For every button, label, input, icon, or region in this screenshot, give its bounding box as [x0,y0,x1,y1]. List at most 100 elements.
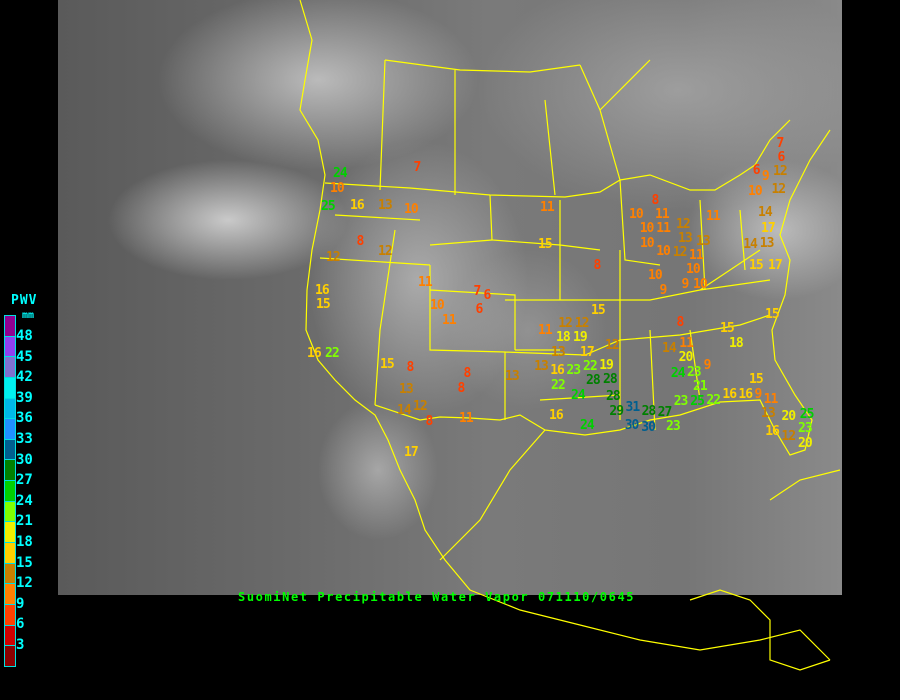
station-pwv-value: 15 [316,297,331,313]
station-pwv-value: 14 [662,341,677,356]
station-pwv-value: 11 [655,207,670,223]
station-pwv-value: 13 [759,235,775,251]
station-pwv-value: 8 [463,366,472,382]
station-pwv-value: 10 [404,202,419,217]
station-pwv-value: 16 [738,387,753,402]
station-pwv-value: 8 [457,380,466,396]
station-pwv-value: 22 [583,359,598,375]
station-pwv-value: 16 [550,363,565,379]
station-pwv-value: 11 [538,323,553,339]
station-pwv-value: 8 [356,234,365,249]
station-pwv-value: 28 [586,373,601,389]
station-pwv-value: 12 [413,399,428,415]
station-pwv-value: 28 [603,372,618,388]
station-pwv-value: 13 [534,359,549,374]
station-pwv-value: 11 [679,335,694,351]
station-pwv-value: 12 [326,250,341,265]
station-pwv-value: 12 [781,429,796,444]
station-pwv-value: 20 [798,435,813,451]
station-pwv-value: 8 [676,315,685,330]
station-pwv-value: 23 [566,363,581,378]
station-pwv-value: 17 [404,445,419,460]
legend-bin [5,543,15,564]
station-pwv-value: 23 [798,421,813,437]
legend-tick-label: 33 [16,431,33,447]
state-lines [319,59,771,431]
station-pwv-value: 10 [330,180,345,196]
station-pwv-value: 15 [380,357,395,372]
station-pwv-value: 17 [768,258,783,273]
legend-tick-label: 6 [16,616,25,633]
station-pwv-value: 9 [761,169,770,184]
station-pwv-value: 23 [673,394,689,409]
station-pwv-value: 16 [722,387,737,402]
legend-bin [5,336,15,358]
legend-bin [5,460,15,482]
station-pwv-value: 23 [686,364,702,380]
station-pwv-value: 16 [307,346,322,361]
legend-bin [5,522,15,544]
station-pwv-value: 17 [580,344,595,360]
station-pwv-value: 8 [425,413,434,429]
satellite-image [58,0,842,595]
station-pwv-value: 12 [676,216,691,232]
station-pwv-value: 11 [689,247,704,263]
legend-bin [5,439,15,461]
legend-tick-label: 48 [16,328,33,344]
station-pwv-value: 10 [629,207,644,222]
station-pwv-value: 10 [693,276,708,292]
legend-bin [5,563,15,585]
station-pwv-value: 14 [758,205,773,220]
station-pwv-value: 10 [648,268,663,283]
station-pwv-value: 15 [538,237,553,252]
station-pwv-value: 6 [475,302,484,317]
legend-tick-label: 15 [16,554,33,571]
station-pwv-value: 11 [706,209,721,224]
station-pwv-value: 12 [773,164,788,180]
station-pwv-value: 25 [799,406,815,422]
station-pwv-value: 11 [442,312,457,328]
legend-bin [5,584,15,605]
station-pwv-value: 19 [573,330,588,346]
station-pwv-value: 15 [720,321,735,336]
station-pwv-value: 9 [703,358,712,373]
station-pwv-value: 20 [781,409,796,425]
legend-tick-label: 9 [16,595,25,612]
station-pwv-value: 11 [459,411,474,426]
station-pwv-value: 19 [599,357,614,373]
legend-tick-label: 3 [16,637,25,653]
legend-tick-label: 42 [16,369,33,386]
legend-bin [5,419,15,440]
station-pwv-value: 7 [413,160,422,175]
legend-unit: mm [22,310,35,321]
station-pwv-value: 12 [574,316,590,332]
legend-bin [5,625,15,647]
station-pwv-value: 9 [659,283,668,298]
station-pwv-value: 28 [641,404,657,420]
station-pwv-value: 11 [418,275,433,290]
station-pwv-value: 10 [686,262,701,278]
station-pwv-value: 25 [321,199,336,214]
cuba-outline [769,469,841,501]
station-pwv-value: 13 [551,344,566,360]
station-pwv-value: 18 [729,336,744,351]
station-pwv-value: 13 [399,382,414,397]
station-pwv-value: 22 [325,346,340,361]
station-pwv-value: 17 [761,221,776,237]
station-pwv-value: 27 [657,404,673,420]
station-pwv-value: 22 [706,392,721,408]
station-pwv-value: 15 [749,258,764,273]
legend-tick-label: 36 [16,410,33,427]
legend-bin [5,501,15,523]
legend-bin [5,377,15,399]
station-pwv-value: 11 [763,391,779,407]
station-pwv-value: 24 [580,418,595,433]
station-pwv-value: 13 [378,198,393,213]
pwv-color-scale [4,315,16,667]
legend-bin [5,646,15,666]
us-canada-border [324,119,791,198]
station-pwv-value: 16 [350,198,365,213]
station-pwv-value: 8 [406,360,415,375]
station-pwv-value: 12 [672,245,688,261]
